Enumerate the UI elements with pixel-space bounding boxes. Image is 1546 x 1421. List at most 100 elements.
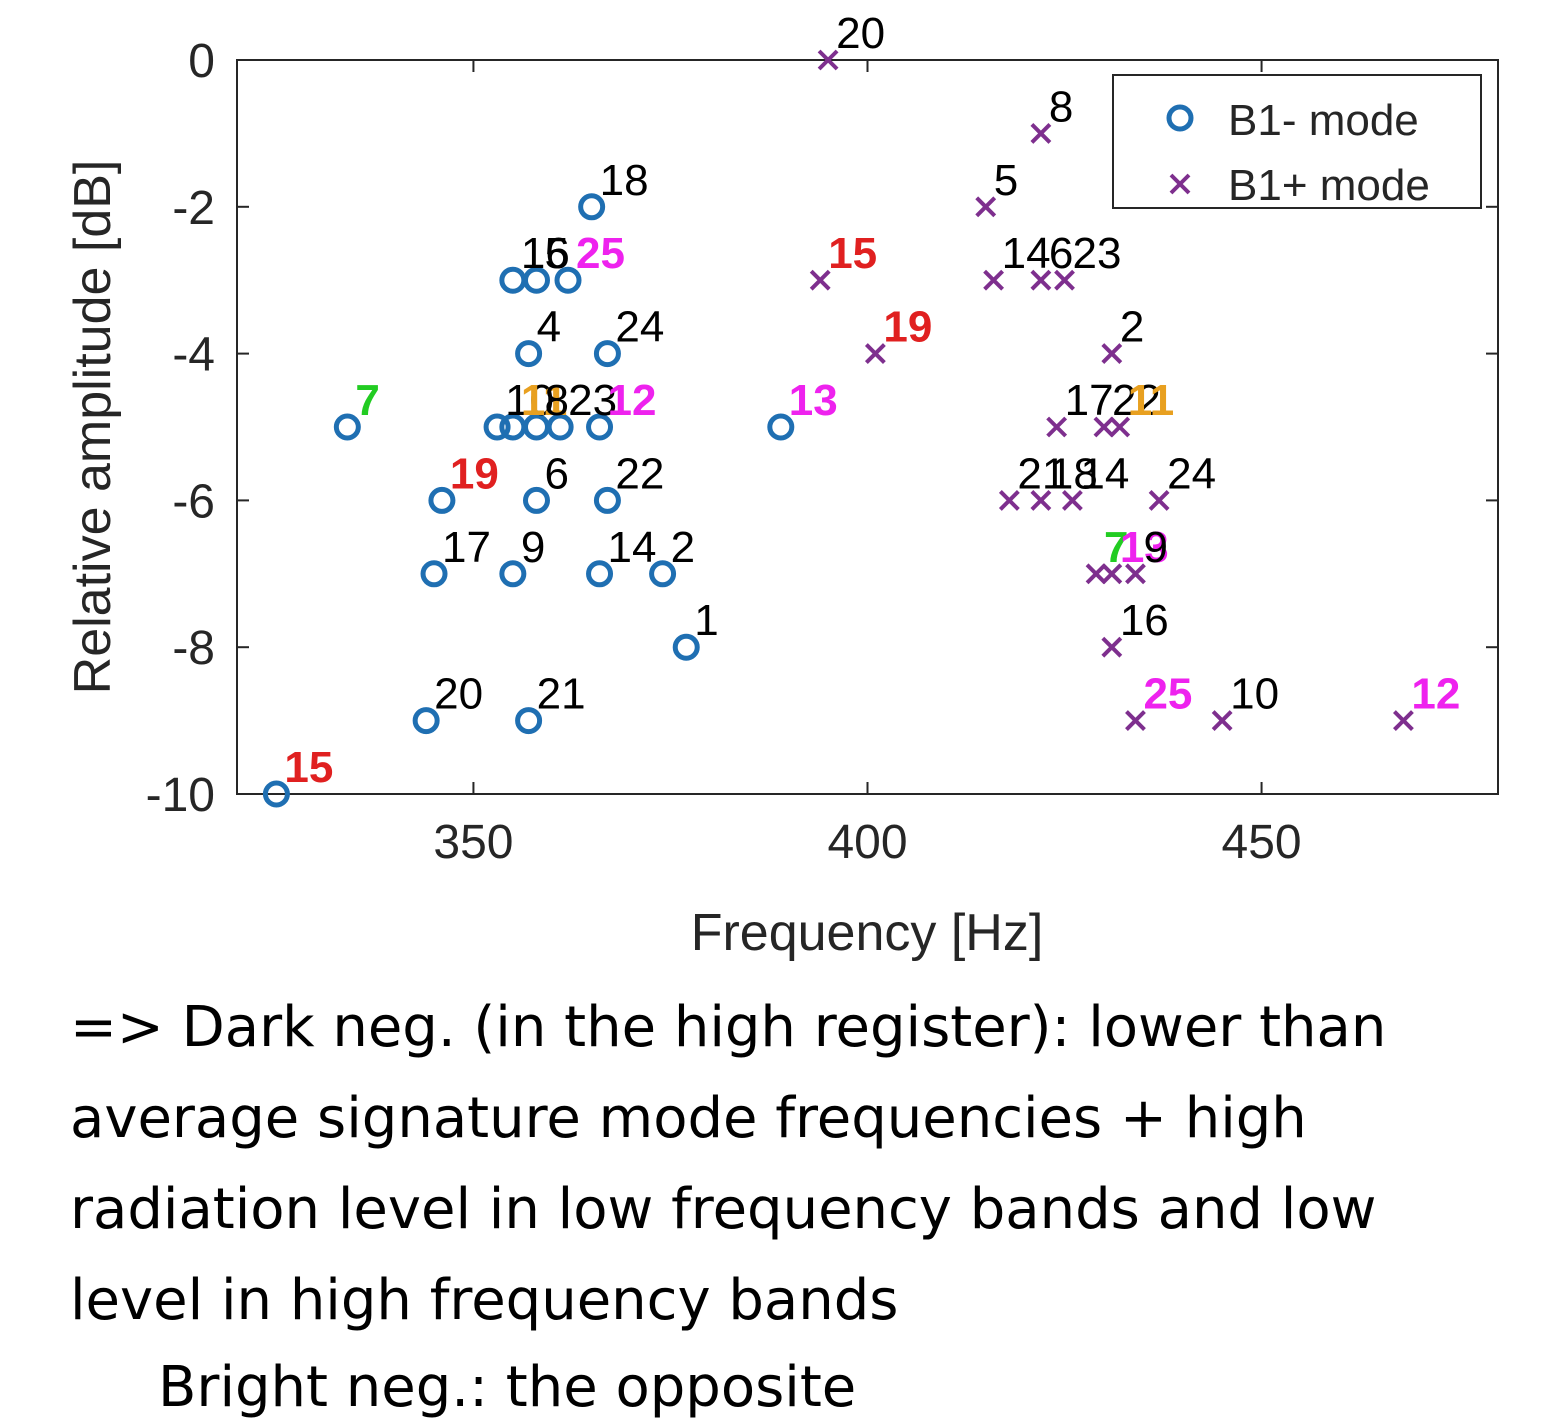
data-label: 6 xyxy=(1049,229,1073,278)
data-label: 19 xyxy=(450,449,499,498)
caption-line-1: => Dark neg. (in the high register): low… xyxy=(70,995,1387,1060)
data-point-b1-plus xyxy=(998,489,1020,511)
data-label: 17 xyxy=(1065,376,1114,425)
data-label: 19 xyxy=(883,303,932,352)
data-label: 18 xyxy=(1049,449,1098,498)
data-label: 4 xyxy=(537,303,561,352)
data-point-b1-plus xyxy=(1093,416,1115,438)
data-point-b1-minus xyxy=(420,560,448,588)
data-point-b1-plus xyxy=(1393,710,1414,732)
data-label: 23 xyxy=(568,376,617,425)
data-label: 2 xyxy=(1120,303,1144,352)
data-point-b1-minus xyxy=(333,413,361,441)
data-point-b1-minus xyxy=(554,266,582,294)
data-label: 13 xyxy=(1120,523,1169,572)
data-label: 14 xyxy=(1002,229,1051,278)
legend-label-b1-minus: B1- mode xyxy=(1228,96,1419,145)
data-label: 22 xyxy=(615,449,664,498)
data-label: 7 xyxy=(1104,523,1128,572)
data-point-b1-minus xyxy=(483,413,511,441)
data-label: 22 xyxy=(1112,376,1161,425)
data-point-b1-minus xyxy=(586,560,614,588)
x-axis-label: Frequency [Hz] xyxy=(691,904,1044,962)
data-point-b1-plus xyxy=(1085,563,1107,585)
data-point-b1-plus xyxy=(1125,563,1146,585)
data-label: 10 xyxy=(505,376,554,425)
data-point-b1-minus xyxy=(649,560,677,588)
data-label: 20 xyxy=(836,9,885,58)
data-point-b1-minus xyxy=(522,486,550,514)
data-label: 14 xyxy=(608,523,657,572)
data-point-b1-minus xyxy=(428,486,456,514)
data-label: 10 xyxy=(1230,670,1279,719)
data-point-b1-minus xyxy=(767,413,795,441)
data-label: 21 xyxy=(1017,449,1066,498)
data-label: 25 xyxy=(1143,670,1192,719)
data-point-b1-minus xyxy=(672,633,700,661)
x-tick-label: 350 xyxy=(433,816,513,869)
y-tick-label: -10 xyxy=(146,769,215,822)
legend-x-marker xyxy=(1169,173,1191,195)
data-point-b1-plus xyxy=(1101,343,1123,365)
data-label: 1 xyxy=(694,596,718,645)
data-point-b1-minus xyxy=(499,560,527,588)
data-point-b1-minus xyxy=(515,707,543,735)
data-label: 13 xyxy=(789,376,838,425)
data-label: 9 xyxy=(1143,523,1167,572)
data-point-b1-plus xyxy=(1101,563,1123,585)
data-label: 12 xyxy=(608,376,657,425)
legend: B1- mode B1+ mode xyxy=(1112,74,1482,210)
data-label: 16 xyxy=(1120,596,1169,645)
data-label: 17 xyxy=(442,523,491,572)
data-label: 7 xyxy=(355,376,379,425)
data-point-b1-plus xyxy=(1030,269,1052,291)
caption-line-4: level in high frequency bands xyxy=(70,1268,899,1333)
data-label: 15 xyxy=(828,229,877,278)
x-tick-label: 450 xyxy=(1222,816,1302,869)
data-label: 8 xyxy=(1049,82,1073,131)
x-tick-label: 400 xyxy=(827,816,907,869)
legend-circle-marker xyxy=(1166,104,1194,132)
data-label: 5 xyxy=(544,229,568,278)
data-label: 6 xyxy=(544,449,568,498)
data-label: 25 xyxy=(576,229,625,278)
y-tick-label: -6 xyxy=(172,475,215,528)
data-point-b1-minus xyxy=(578,193,606,221)
data-point-b1-plus xyxy=(1030,122,1052,144)
data-label: 14 xyxy=(1080,449,1129,498)
data-label: 24 xyxy=(615,303,664,352)
data-point-b1-plus xyxy=(1046,416,1068,438)
data-point-b1-minus xyxy=(262,780,290,808)
legend-box xyxy=(1112,74,1482,209)
data-point-b1-minus xyxy=(412,707,440,735)
data-point-b1-plus xyxy=(1030,489,1052,511)
data-point-b1-plus xyxy=(1148,489,1170,511)
data-label: 24 xyxy=(1167,449,1216,498)
legend-label-b1-plus: B1+ mode xyxy=(1228,161,1430,210)
data-point-b1-plus xyxy=(817,49,839,71)
data-point-b1-minus xyxy=(515,340,543,368)
data-point-b1-plus xyxy=(1101,636,1123,658)
y-tick-label: -4 xyxy=(172,329,215,382)
data-label: 12 xyxy=(1411,670,1460,719)
caption-line-2: average signature mode frequencies + hig… xyxy=(70,1086,1307,1151)
data-label: 5 xyxy=(994,156,1018,205)
data-label: 23 xyxy=(1073,229,1122,278)
data-label: 21 xyxy=(537,670,586,719)
data-label: 9 xyxy=(521,523,545,572)
data-label: 11 xyxy=(521,376,568,425)
caption-line-3: radiation level in low frequency bands a… xyxy=(70,1177,1377,1242)
caption-line-5: Bright neg.: the opposite xyxy=(158,1355,857,1420)
y-tick-label: -2 xyxy=(172,182,215,235)
data-label: 8 xyxy=(544,376,568,425)
data-point-b1-minus xyxy=(522,266,550,294)
data-label: 15 xyxy=(284,743,333,792)
data-point-b1-plus xyxy=(1061,489,1083,511)
data-label: 18 xyxy=(600,156,649,205)
y-tick-label: 0 xyxy=(188,35,215,88)
data-label: 2 xyxy=(671,523,695,572)
data-point-b1-minus xyxy=(593,340,621,368)
data-point-b1-plus xyxy=(864,343,886,365)
data-point-b1-plus xyxy=(1125,710,1146,732)
data-label: 16 xyxy=(521,229,570,278)
